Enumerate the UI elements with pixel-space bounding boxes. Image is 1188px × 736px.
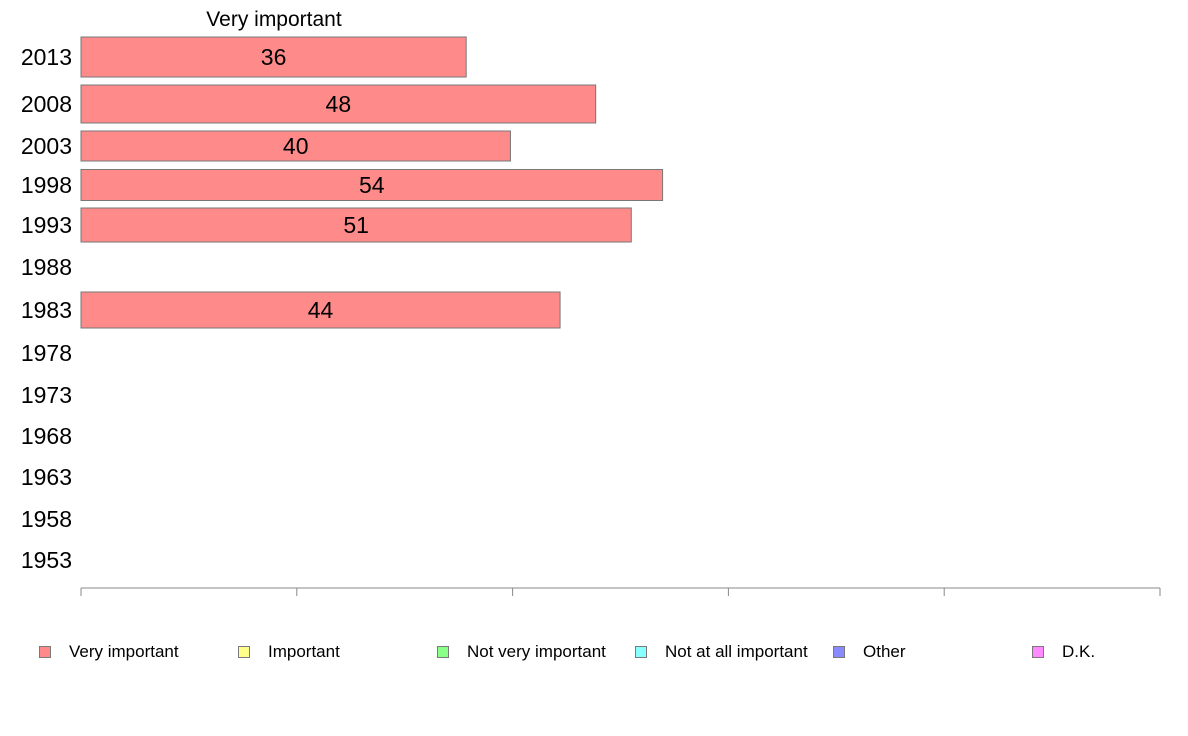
legend-item: Very important <box>39 640 179 664</box>
y-tick-label: 1953 <box>21 547 72 573</box>
legend-label: D.K. <box>1062 642 1096 661</box>
legend-label: Other <box>863 642 906 661</box>
legend-item: D.K. <box>1032 640 1095 664</box>
data-label: 44 <box>308 297 334 323</box>
y-tick-label: 1968 <box>21 423 72 449</box>
legend-swatch <box>238 646 250 658</box>
legend-label: Not very important <box>467 642 606 661</box>
legend-label: Not at all important <box>665 642 808 661</box>
legend-item: Important <box>238 640 340 664</box>
y-tick-label: 2003 <box>21 133 72 159</box>
data-label: 51 <box>343 212 369 238</box>
data-label: 40 <box>283 133 309 159</box>
bar <box>80 207 632 243</box>
y-tick-label: 1983 <box>21 297 72 323</box>
bar <box>80 36 467 78</box>
bar <box>80 130 511 162</box>
legend-label: Important <box>268 642 340 661</box>
y-tick-label: 1993 <box>21 212 72 238</box>
bar-chart: Very important 2013 36 2008 48 2003 40 1998 54 1… <box>21 8 1178 625</box>
legend-item: Not very important <box>437 640 606 664</box>
legend-swatch <box>437 646 449 658</box>
legend-item: Other <box>833 640 906 664</box>
y-tick-label: 2008 <box>21 91 72 117</box>
bar <box>80 291 561 329</box>
legend-swatch <box>635 646 647 658</box>
legend-label: Very important <box>69 642 179 661</box>
data-label: 54 <box>359 172 385 198</box>
y-tick-label: 1978 <box>21 340 72 366</box>
x-axis: 020406080100 <box>75 587 1178 625</box>
data-label: 36 <box>261 44 287 70</box>
legend-swatch <box>39 646 51 658</box>
y-tick-label: 1998 <box>21 172 72 198</box>
rows-layer: 2013 36 2008 48 2003 40 1998 54 1993 51 1988 1983 44… <box>21 36 664 573</box>
legend-item: Not at all important <box>635 640 808 664</box>
y-tick-label: 1958 <box>21 506 72 532</box>
data-label: 48 <box>326 91 352 117</box>
y-tick-label: 1963 <box>21 464 72 490</box>
y-tick-label: 1973 <box>21 382 72 408</box>
legend-swatch <box>1032 646 1044 658</box>
bar <box>80 169 664 201</box>
bar <box>80 84 597 124</box>
chart-title: Very important <box>206 8 342 31</box>
y-tick-label: 1988 <box>21 254 72 280</box>
legend: Very important Important Not very importan… <box>0 640 1188 664</box>
y-tick-label: 2013 <box>21 44 72 70</box>
legend-swatch <box>833 646 845 658</box>
